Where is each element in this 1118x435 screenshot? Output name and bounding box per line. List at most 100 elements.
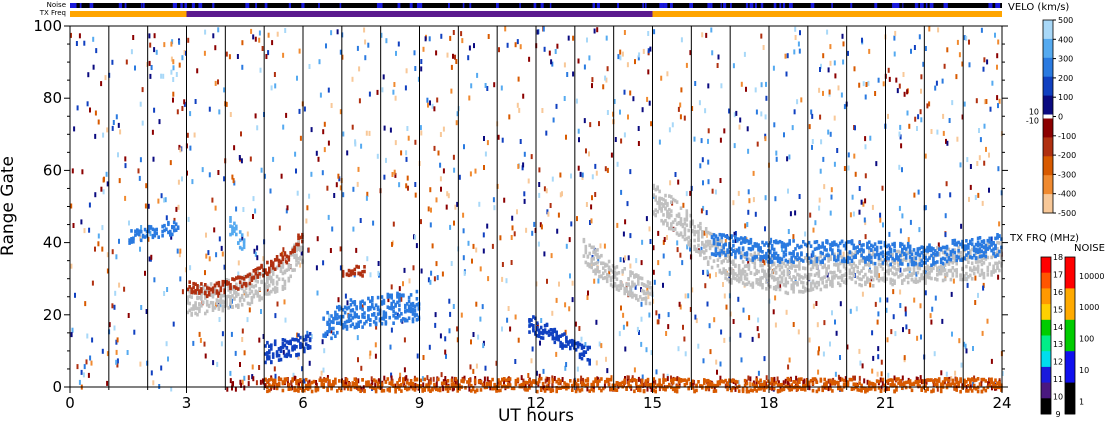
feature-cell xyxy=(957,245,960,250)
feature-cell xyxy=(258,273,261,278)
scatter-cell xyxy=(398,286,401,292)
feature-cell xyxy=(741,237,745,241)
feature-cell xyxy=(986,255,990,260)
feature-cell xyxy=(739,251,743,255)
feature-cell xyxy=(233,287,236,292)
scatter-cell xyxy=(905,324,908,330)
feature-cell xyxy=(139,229,143,234)
feature-cell xyxy=(838,241,842,246)
scatter-cell xyxy=(983,99,986,105)
scatter-cell xyxy=(997,103,999,109)
feature-cell xyxy=(623,288,626,293)
feature-cell xyxy=(295,263,298,267)
scatter-cell xyxy=(876,319,879,325)
feature-cell xyxy=(351,271,355,276)
scatter-cell xyxy=(657,260,660,266)
scatter-cell xyxy=(689,50,692,56)
feature-cell xyxy=(761,269,764,273)
scatter-cell xyxy=(621,51,624,57)
feature-cell xyxy=(190,307,193,311)
noise-mark xyxy=(245,3,250,8)
feature-cell xyxy=(390,293,393,298)
scatter-cell xyxy=(782,380,785,386)
feature-cell xyxy=(279,357,283,362)
feature-cell xyxy=(747,267,751,271)
feature-cell xyxy=(343,384,347,388)
scatter-cell xyxy=(254,251,257,257)
feature-cell xyxy=(250,277,254,281)
scatter-cell xyxy=(89,107,91,113)
feature-cell xyxy=(338,386,341,390)
feature-cell xyxy=(369,318,372,322)
scatter-cell xyxy=(284,28,287,33)
feature-cell xyxy=(895,268,898,272)
feature-cell xyxy=(986,242,990,247)
feature-cell xyxy=(264,377,267,382)
feature-cell xyxy=(297,247,300,252)
feature-cell xyxy=(837,244,840,248)
scatter-cell xyxy=(487,34,490,39)
feature-cell xyxy=(297,352,300,357)
scatter-cell xyxy=(723,128,726,134)
feature-cell xyxy=(221,293,225,298)
feature-cell xyxy=(868,254,871,259)
feature-cell xyxy=(906,251,910,255)
feature-cell xyxy=(332,316,335,321)
feature-cell xyxy=(769,273,772,278)
scatter-cell xyxy=(882,222,884,228)
feature-cell xyxy=(582,350,586,354)
feature-cell xyxy=(588,262,591,267)
feature-cell xyxy=(807,260,811,265)
feature-cell xyxy=(658,206,661,211)
feature-cell xyxy=(827,265,830,270)
feature-cell xyxy=(796,243,799,248)
scatter-cell xyxy=(847,152,850,158)
scatter-cell xyxy=(943,63,946,69)
feature-cell xyxy=(786,280,790,285)
scatter-cell xyxy=(997,274,1000,280)
scatter-cell xyxy=(486,140,489,146)
scatter-cell xyxy=(570,173,572,179)
scatter-cell xyxy=(645,216,648,222)
feature-cell xyxy=(530,323,533,327)
feature-cell xyxy=(440,381,444,386)
feature-cell xyxy=(829,279,832,284)
scatter-cell xyxy=(218,236,221,242)
noise-mark xyxy=(264,3,268,8)
scatter-cell xyxy=(267,32,270,38)
scatter-cell xyxy=(577,128,580,134)
scatter-cell xyxy=(668,270,671,276)
noise-mark xyxy=(288,3,291,8)
scatter-cell xyxy=(728,108,731,114)
feature-cell xyxy=(646,280,650,284)
feature-cell xyxy=(928,245,931,249)
scatter-cell xyxy=(297,354,300,360)
feature-cell xyxy=(736,248,739,253)
feature-cell xyxy=(782,242,786,246)
scatter-cell xyxy=(945,138,947,144)
feature-cell xyxy=(648,281,652,286)
feature-cell xyxy=(796,272,799,277)
scatter-cell xyxy=(988,152,990,158)
feature-cell xyxy=(295,345,298,349)
scatter-cell xyxy=(920,334,922,340)
scatter-cell xyxy=(546,278,548,284)
feature-cell xyxy=(831,275,834,279)
feature-cell xyxy=(271,261,275,265)
feature-cell xyxy=(749,237,753,242)
feature-cell xyxy=(188,280,191,284)
feature-cell xyxy=(885,277,889,281)
feature-cell xyxy=(953,259,957,263)
scatter-cell xyxy=(978,155,981,161)
scatter-cell xyxy=(149,73,152,79)
feature-cell xyxy=(743,240,747,244)
feature-cell xyxy=(433,382,436,387)
feature-cell xyxy=(928,248,931,253)
feature-cell xyxy=(572,342,576,346)
scatter-cell xyxy=(208,106,211,112)
scatter-cell xyxy=(84,301,87,307)
scatter-cell xyxy=(374,353,377,359)
scatter-cell xyxy=(102,189,105,195)
feature-cell xyxy=(809,260,813,264)
feature-cell xyxy=(270,279,273,284)
